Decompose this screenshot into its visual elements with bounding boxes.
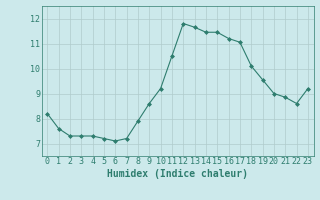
- X-axis label: Humidex (Indice chaleur): Humidex (Indice chaleur): [107, 169, 248, 179]
